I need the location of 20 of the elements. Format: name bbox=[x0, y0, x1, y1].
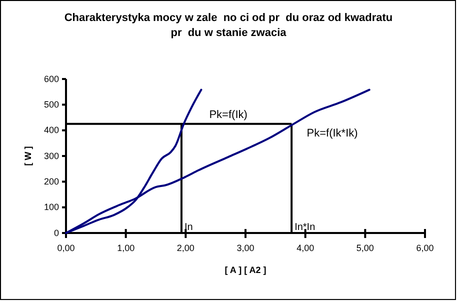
y-axis-title: [ W ] bbox=[23, 146, 33, 166]
x-tick-label: 4,00 bbox=[296, 242, 314, 253]
y-tick-label: 400 bbox=[44, 125, 59, 136]
y-tick-label: 500 bbox=[44, 100, 59, 110]
x-tick-label: 1,00 bbox=[117, 242, 135, 253]
x-tick-label: 5,00 bbox=[356, 242, 374, 253]
x-tick-label: 0,00 bbox=[57, 242, 75, 253]
y-tick-label: 100 bbox=[44, 202, 59, 212]
x-tick-label: 3,00 bbox=[236, 242, 254, 253]
y-tick-label: 200 bbox=[44, 176, 59, 187]
series-label: Pk=f(Ik*Ik) bbox=[306, 127, 358, 140]
y-tick-label: 0 bbox=[54, 228, 59, 238]
y-tick-label: 300 bbox=[44, 150, 59, 161]
y-tick-label: 600 bbox=[44, 74, 59, 84]
ref-line-label: In*In bbox=[294, 222, 316, 233]
x-tick-label: 6,00 bbox=[416, 242, 434, 253]
series-label: Pk=f(Ik) bbox=[209, 108, 248, 121]
x-axis-title: [ A ] [ A2 ] bbox=[224, 265, 266, 275]
chart-title: Charakterystyka mocy w zale no ci od pr du oraz od kwadratu pr du w stanie zwacia bbox=[64, 12, 393, 39]
x-tick-label: 2,00 bbox=[176, 242, 194, 253]
